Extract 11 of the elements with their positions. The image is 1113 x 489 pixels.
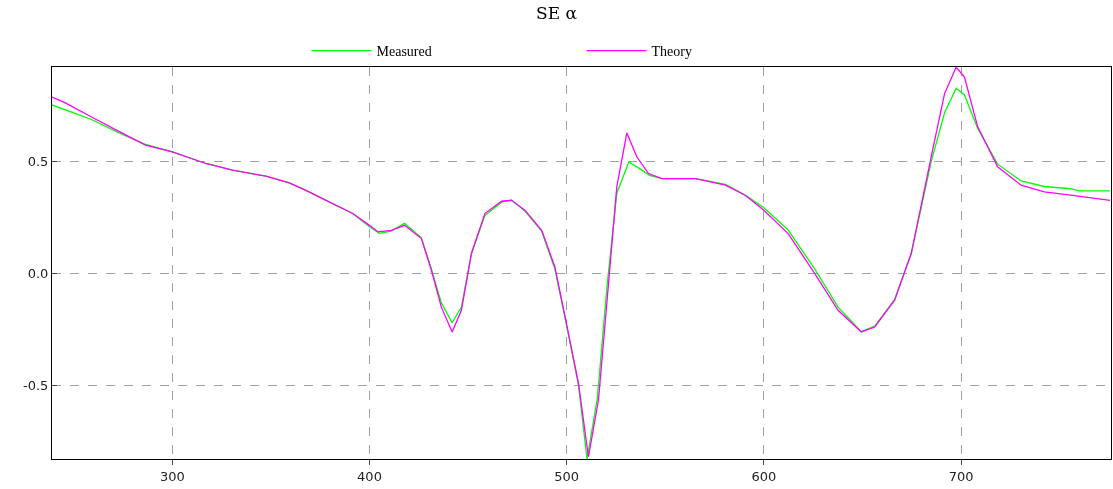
y-tick-label: -0.5 — [23, 377, 49, 393]
x-tick-label: 700 — [948, 468, 974, 484]
legend-label: Measured — [376, 44, 432, 60]
x-tick-label: 400 — [357, 468, 382, 484]
x-tick-label: 300 — [159, 468, 185, 484]
chart-title: SE α — [536, 3, 578, 24]
x-tick-label: 500 — [554, 468, 580, 484]
y-tick-label: 0.5 — [27, 154, 49, 170]
legend-label: Theory — [651, 44, 692, 60]
y-tick-label: 0.0 — [27, 266, 49, 282]
x-tick-label: 600 — [751, 468, 777, 484]
